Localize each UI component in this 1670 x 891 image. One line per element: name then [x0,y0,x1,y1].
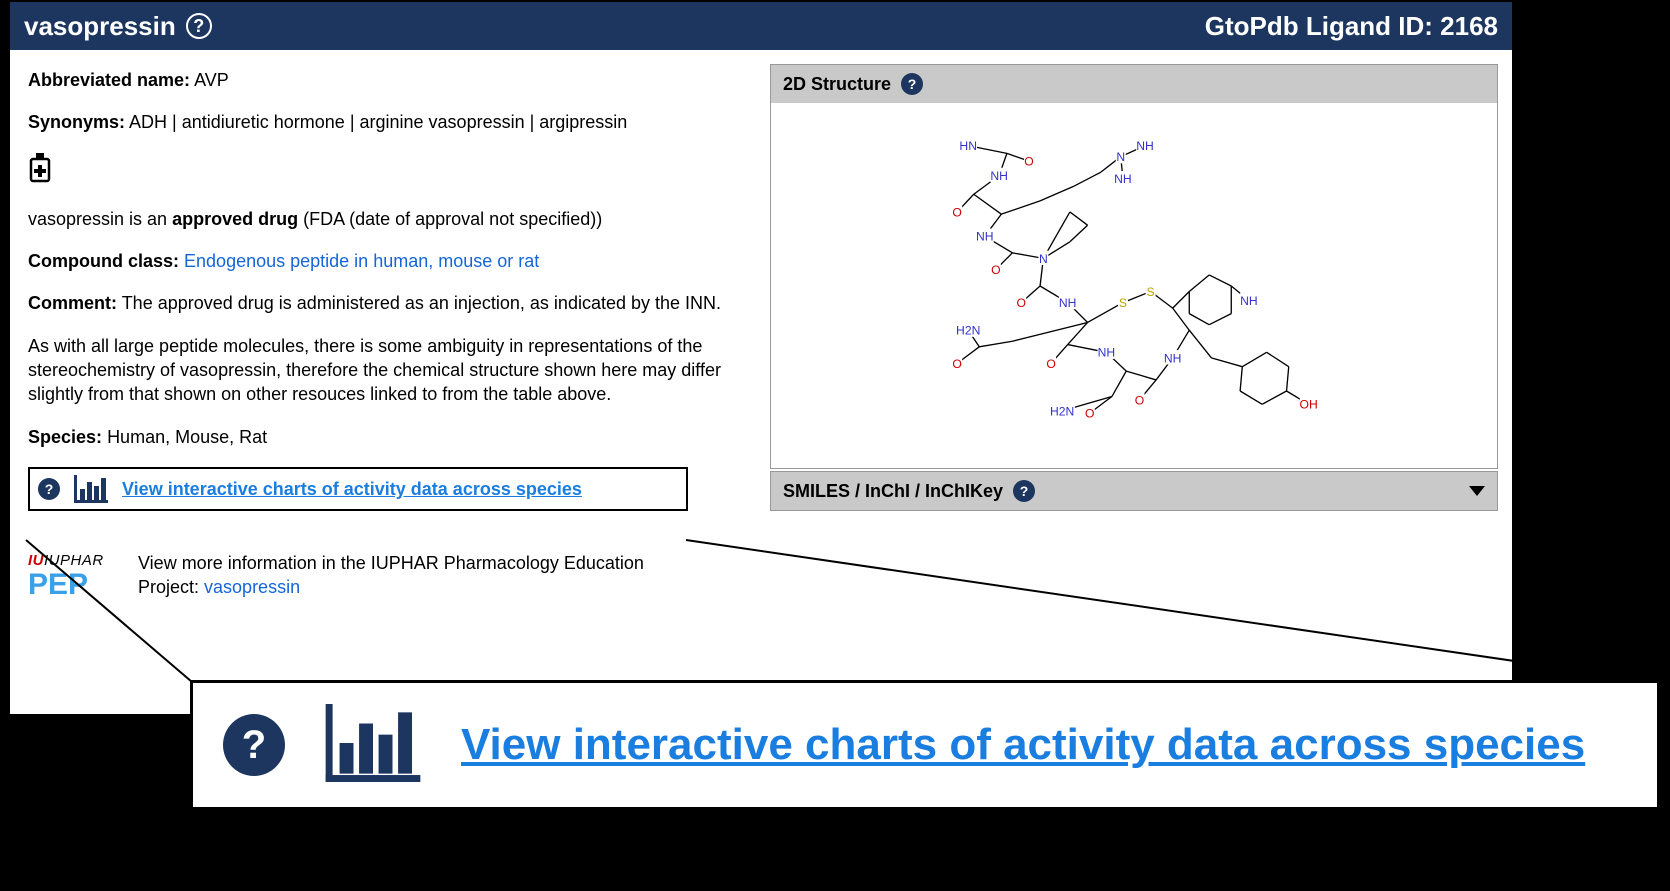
ligand-title: vasopressin [24,11,176,42]
bar-chart-icon [325,704,421,787]
svg-text:NH: NH [1136,139,1154,153]
abbrev-label: Abbreviated name: [28,70,190,90]
approved-suffix: (FDA (date of approval not specified)) [298,209,602,229]
svg-text:H2N: H2N [956,323,980,337]
approved-drug-icon [28,153,52,183]
abbrev-value: AVP [194,70,229,90]
compound-class-link[interactable]: Endogenous peptide in human, mouse or ra… [184,251,539,271]
help-icon[interactable]: ? [901,73,923,95]
svg-text:H2N: H2N [1050,404,1074,418]
svg-text:O: O [991,262,1000,276]
zoom-callout-panel: ? View interactive charts of activity da… [190,680,1660,810]
interactive-charts-link-zoom[interactable]: View interactive charts of activity data… [461,720,1585,770]
panel-header: vasopressin ? GtoPdb Ligand ID: 2168 [10,2,1512,50]
smiles-panel[interactable]: SMILES / InChI / InChIKey ? [770,471,1498,511]
svg-text:NH: NH [990,168,1008,182]
approved-prefix: vasopressin is an [28,209,172,229]
svg-text:O: O [1046,356,1055,370]
bar-chart-icon [74,475,108,503]
help-icon[interactable]: ? [1013,480,1035,502]
details-column: Abbreviated name: AVP Synonyms: ADH | an… [10,50,770,610]
structure-body: HN O NH O NH O N O NH O NH O H2N S S NH O O H2N N NH NH OH NH [771,103,1497,468]
help-icon[interactable]: ? [186,13,212,39]
svg-text:O: O [1024,154,1033,168]
svg-text:NH: NH [976,229,994,243]
synonyms-label: Synonyms: [28,112,125,132]
help-icon[interactable]: ? [223,714,285,776]
svg-text:NH: NH [1114,172,1132,186]
svg-text:N: N [1039,251,1048,265]
interactive-charts-link[interactable]: View interactive charts of activity data… [122,477,582,501]
iuphar-pep-logo: IUIUPHAR PEP [28,551,128,598]
svg-text:NH: NH [1098,345,1116,359]
chevron-down-icon [1469,486,1485,496]
approved-bold: approved drug [172,209,298,229]
pep-link[interactable]: vasopressin [204,577,300,597]
svg-text:O: O [952,356,961,370]
svg-text:NH: NH [1059,296,1077,310]
svg-text:OH: OH [1300,397,1318,411]
svg-text:O: O [1135,393,1144,407]
comment-value: The approved drug is administered as an … [122,293,721,313]
smiles-title: SMILES / InChI / InChIKey [783,481,1003,502]
structure-column: 2D Structure ? HN O NH O NH O N O NH O NH O H2N S S NH O… [770,50,1512,610]
help-icon[interactable]: ? [38,478,60,500]
svg-text:O: O [1017,296,1026,310]
species-value: Human, Mouse, Rat [107,427,267,447]
structure-panel: 2D Structure ? HN O NH O NH O N O NH O NH O H2N S S NH O… [770,64,1498,469]
ligand-panel: vasopressin ? GtoPdb Ligand ID: 2168 Abb… [8,0,1514,716]
comment-para2: As with all large peptide molecules, the… [28,336,721,405]
compound-class-label: Compound class: [28,251,179,271]
svg-text:O: O [952,205,961,219]
svg-text:HN: HN [959,139,977,153]
svg-text:N: N [1116,150,1125,164]
synonyms-value: ADH | antidiuretic hormone | arginine va… [129,112,627,132]
svg-text:S: S [1147,284,1155,298]
molecule-diagram: HN O NH O NH O N O NH O NH O H2N S S NH O O H2N N NH NH OH NH [924,116,1344,456]
svg-text:NH: NH [1240,293,1258,307]
svg-text:NH: NH [1164,351,1182,365]
comment-label: Comment: [28,293,117,313]
ligand-id-label: GtoPdb Ligand ID: 2168 [1205,11,1498,42]
charts-callout-box: ? View interactive charts of activity da… [28,467,688,511]
structure-title: 2D Structure [783,74,891,95]
species-label: Species: [28,427,102,447]
svg-text:S: S [1119,296,1127,310]
svg-text:O: O [1085,406,1094,420]
